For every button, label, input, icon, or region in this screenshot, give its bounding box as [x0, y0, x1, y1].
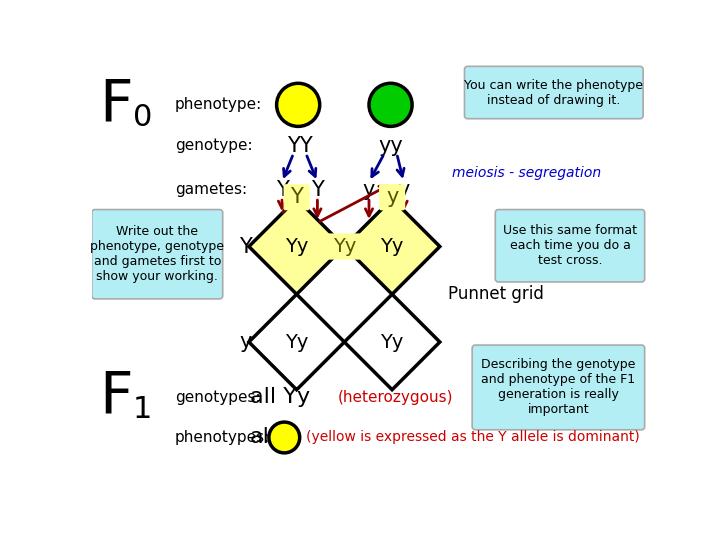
Text: Y: Y — [311, 179, 324, 200]
Text: y: y — [240, 332, 252, 352]
FancyBboxPatch shape — [379, 184, 405, 211]
Text: y: y — [397, 179, 410, 200]
Text: F: F — [99, 76, 133, 133]
Text: Yy: Yy — [333, 237, 356, 256]
Circle shape — [269, 422, 300, 453]
Circle shape — [276, 83, 320, 126]
Text: Use this same format
each time you do a
test cross.: Use this same format each time you do a … — [503, 224, 637, 267]
Text: meiosis - segregation: meiosis - segregation — [452, 166, 601, 180]
Polygon shape — [344, 294, 440, 390]
Text: Yy: Yy — [380, 333, 404, 352]
Text: (heterozygous): (heterozygous) — [338, 390, 454, 405]
FancyBboxPatch shape — [472, 345, 644, 430]
Polygon shape — [249, 199, 344, 294]
FancyBboxPatch shape — [284, 184, 310, 211]
Text: You can write the phenotype
instead of drawing it.: You can write the phenotype instead of d… — [464, 78, 643, 106]
Text: all: all — [250, 428, 276, 448]
FancyBboxPatch shape — [464, 66, 643, 119]
Text: all Yy: all Yy — [250, 387, 310, 408]
Text: yy: yy — [378, 136, 403, 156]
Text: Y: Y — [290, 187, 303, 207]
Text: Yy: Yy — [285, 333, 308, 352]
Text: F: F — [99, 369, 133, 426]
Polygon shape — [344, 199, 440, 294]
Text: YY: YY — [287, 136, 312, 156]
Text: 0: 0 — [132, 103, 152, 132]
Text: Y: Y — [239, 237, 252, 256]
Text: phenotype:: phenotype: — [175, 97, 262, 112]
Text: (yellow is expressed as the Y allele is dominant): (yellow is expressed as the Y allele is … — [306, 430, 639, 444]
Circle shape — [369, 83, 412, 126]
Text: y: y — [363, 179, 375, 200]
Text: Yy: Yy — [380, 237, 404, 256]
FancyBboxPatch shape — [320, 233, 368, 260]
Text: Punnet grid: Punnet grid — [448, 285, 544, 303]
Text: genotype:: genotype: — [175, 138, 253, 153]
Text: Write out the
phenotype, genotype
and gametes first to
show your working.: Write out the phenotype, genotype and ga… — [90, 225, 224, 283]
Text: Y: Y — [276, 179, 289, 200]
Text: Describing the genotype
and phenotype of the F1
generation is really
important: Describing the genotype and phenotype of… — [481, 359, 636, 416]
FancyBboxPatch shape — [92, 210, 222, 299]
Text: phenotypes:: phenotypes: — [175, 430, 270, 445]
Text: y: y — [386, 187, 398, 207]
Text: 1: 1 — [132, 395, 152, 424]
Polygon shape — [249, 294, 344, 390]
FancyBboxPatch shape — [495, 210, 644, 282]
Text: gametes:: gametes: — [175, 182, 247, 197]
Text: genotypes:: genotypes: — [175, 390, 261, 405]
Text: Yy: Yy — [285, 237, 308, 256]
